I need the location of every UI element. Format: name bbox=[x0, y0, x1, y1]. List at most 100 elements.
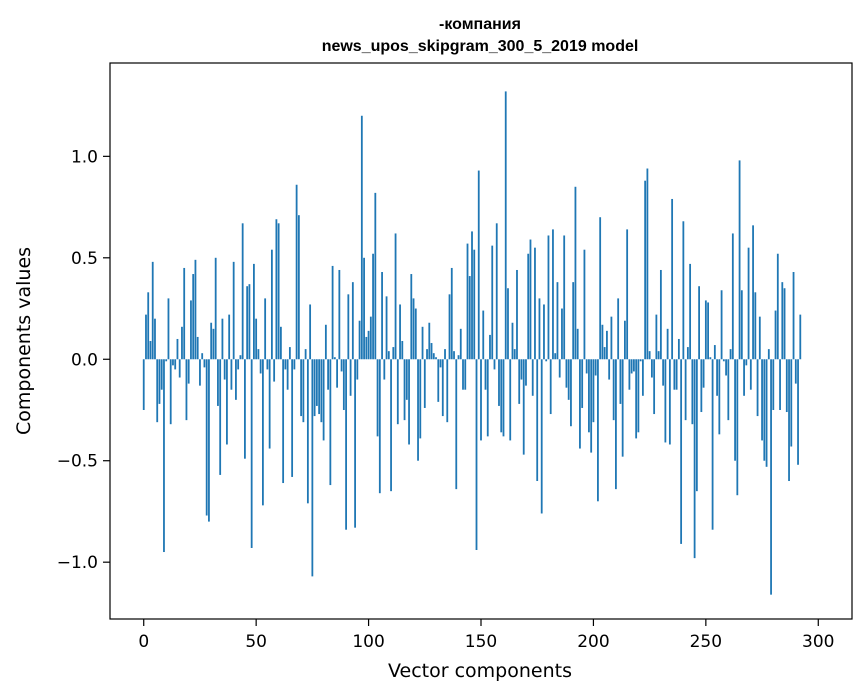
bar-117 bbox=[405, 359, 408, 400]
bar-158 bbox=[498, 359, 500, 406]
bar-114 bbox=[399, 304, 401, 360]
bar-243 bbox=[689, 263, 692, 360]
bar-119 bbox=[410, 274, 413, 360]
bar-123 bbox=[419, 359, 422, 439]
bar-258 bbox=[722, 359, 725, 362]
bar-105 bbox=[378, 359, 381, 494]
x-tick-label: 50 bbox=[245, 632, 267, 652]
bar-167 bbox=[518, 359, 521, 404]
bar-263 bbox=[734, 359, 736, 461]
bar-235 bbox=[671, 198, 674, 360]
bar-62 bbox=[282, 359, 285, 484]
bar-139 bbox=[455, 359, 458, 490]
bar-183 bbox=[554, 353, 557, 360]
bar-131 bbox=[437, 359, 440, 402]
bar-64 bbox=[286, 359, 289, 390]
bar-199 bbox=[590, 359, 593, 453]
bar-70 bbox=[300, 359, 303, 417]
bar-45 bbox=[244, 359, 246, 459]
bar-57 bbox=[270, 249, 273, 360]
bar-217 bbox=[630, 359, 633, 374]
bar-44 bbox=[241, 223, 244, 360]
bar-165 bbox=[513, 349, 516, 360]
bar-80 bbox=[322, 359, 325, 441]
bar-162 bbox=[507, 288, 509, 360]
bar-35 bbox=[221, 318, 224, 360]
bar-11 bbox=[167, 298, 170, 360]
bar-248 bbox=[700, 359, 703, 413]
bar-189 bbox=[567, 359, 570, 400]
bar-56 bbox=[268, 359, 271, 449]
bar-5 bbox=[154, 318, 156, 360]
bar-231 bbox=[662, 359, 665, 386]
bar-286 bbox=[785, 359, 788, 413]
x-tick-label: 200 bbox=[577, 632, 609, 652]
bar-197 bbox=[585, 359, 588, 374]
bar-13 bbox=[172, 359, 174, 366]
bar-63 bbox=[284, 359, 287, 370]
bar-233 bbox=[666, 328, 669, 360]
bar-25 bbox=[199, 359, 201, 386]
bar-54 bbox=[264, 298, 267, 360]
x-axis-label: Vector components bbox=[388, 660, 572, 682]
bar-59 bbox=[275, 219, 278, 360]
bar-230 bbox=[659, 269, 662, 360]
bar-169 bbox=[522, 359, 525, 455]
bar-257 bbox=[720, 290, 723, 360]
y-tick-label: −0.5 bbox=[57, 452, 98, 472]
bar-78 bbox=[318, 359, 321, 415]
bar-46 bbox=[246, 286, 249, 360]
bar-75 bbox=[311, 359, 314, 577]
bar-125 bbox=[423, 359, 426, 408]
bar-255 bbox=[716, 359, 718, 396]
bar-184 bbox=[556, 282, 559, 360]
bar-91 bbox=[347, 294, 350, 360]
bar-130 bbox=[435, 357, 437, 360]
bar-137 bbox=[450, 267, 453, 360]
bar-218 bbox=[633, 359, 635, 372]
bar-110 bbox=[390, 359, 392, 492]
bar-10 bbox=[165, 359, 168, 362]
bar-175 bbox=[536, 359, 539, 482]
bar-205 bbox=[603, 347, 606, 360]
bar-275 bbox=[761, 359, 763, 441]
bar-20 bbox=[187, 359, 190, 384]
bar-262 bbox=[731, 233, 734, 360]
bar-164 bbox=[511, 322, 514, 360]
bar-239 bbox=[680, 359, 683, 544]
bar-97 bbox=[360, 115, 363, 360]
bar-67 bbox=[293, 359, 296, 370]
chart-title: -компания bbox=[439, 16, 521, 33]
bar-191 bbox=[572, 282, 575, 360]
bar-19 bbox=[185, 359, 188, 421]
bar-220 bbox=[637, 359, 640, 433]
bar-177 bbox=[540, 359, 543, 514]
bar-182 bbox=[552, 229, 554, 360]
bar-103 bbox=[374, 192, 377, 360]
bar-159 bbox=[500, 359, 503, 433]
bar-36 bbox=[223, 359, 226, 380]
bar-109 bbox=[387, 351, 390, 360]
bar-1 bbox=[145, 314, 147, 360]
bar-76 bbox=[313, 359, 316, 417]
bar-226 bbox=[650, 359, 653, 378]
bar-135 bbox=[446, 359, 449, 423]
bar-120 bbox=[412, 298, 415, 360]
bar-224 bbox=[646, 168, 649, 360]
bar-65 bbox=[288, 347, 291, 360]
bar-266 bbox=[740, 290, 743, 360]
x-tick-label: 300 bbox=[802, 632, 834, 652]
bar-186 bbox=[561, 308, 563, 360]
bar-146 bbox=[471, 231, 473, 360]
bar-288 bbox=[790, 359, 793, 447]
bar-55 bbox=[266, 359, 269, 370]
y-tick-label: 1.0 bbox=[71, 147, 98, 167]
bar-206 bbox=[606, 330, 608, 360]
bar-253 bbox=[711, 359, 714, 530]
bar-26 bbox=[201, 353, 204, 360]
bar-50 bbox=[255, 318, 258, 360]
bar-118 bbox=[408, 359, 410, 445]
bar-229 bbox=[657, 351, 660, 360]
bar-195 bbox=[581, 359, 584, 408]
bar-180 bbox=[547, 235, 550, 360]
